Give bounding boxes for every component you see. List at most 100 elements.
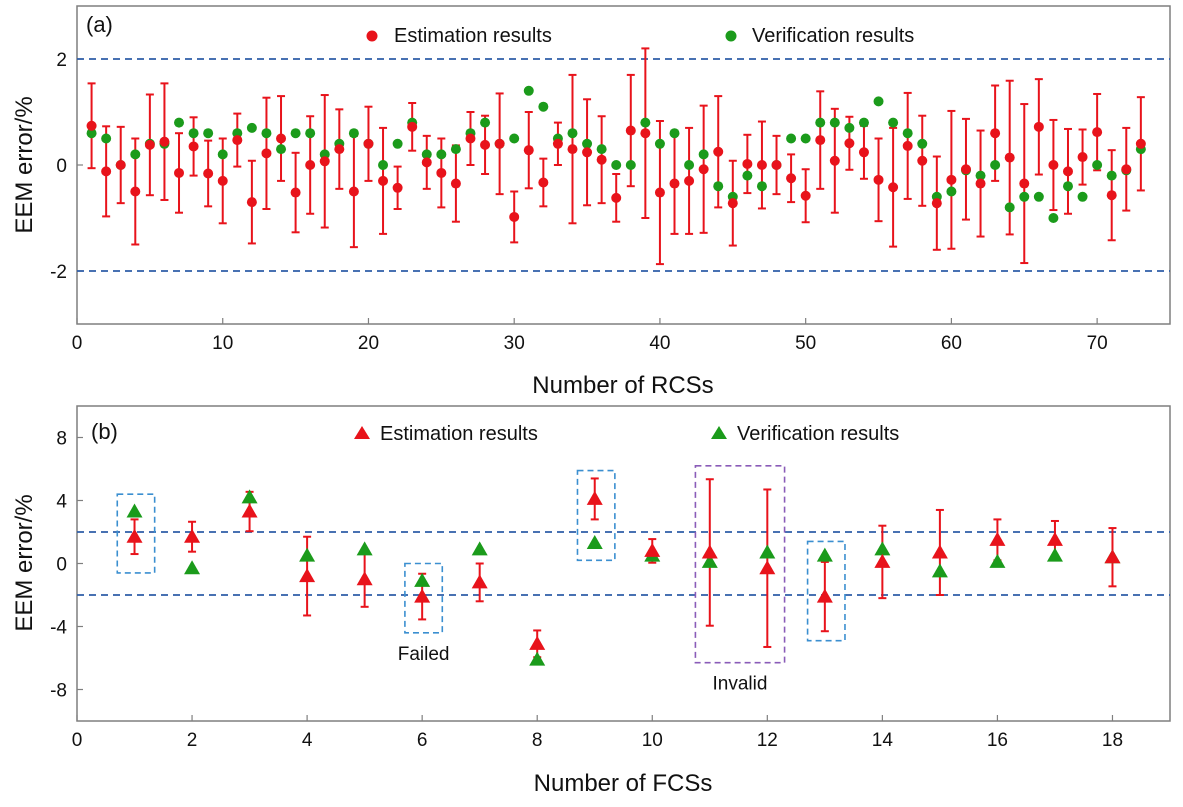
panel-a-verification-point <box>1077 191 1088 202</box>
panel-a-verification-point <box>203 128 214 139</box>
panel-b-x-tick-label: 18 <box>1102 730 1123 751</box>
panel-a-estimation-point <box>931 198 942 209</box>
panel-a-estimation-point <box>144 139 155 150</box>
panel-a-estimation-point <box>421 157 432 168</box>
panel-a-estimation-point <box>1135 138 1146 149</box>
panel-b-estimation-point <box>299 568 316 583</box>
panel-a-verification-point <box>873 96 884 107</box>
panel-a-estimation-point <box>101 166 112 177</box>
panel-b-y-tick-label: -8 <box>50 681 67 702</box>
panel-a-estimation-point <box>334 144 345 155</box>
panel-b-estimation-point <box>471 574 488 589</box>
panel-a-estimation-point <box>975 178 986 189</box>
panel-a-verification-point <box>450 144 461 155</box>
panel-b-legend-verification-marker <box>711 426 727 439</box>
panel-a-verification-point <box>86 128 97 139</box>
panel-a-verification-point <box>101 133 112 144</box>
panel-a-estimation-point <box>246 197 257 208</box>
panel-b-failed-box <box>404 562 444 634</box>
panel-b-verification-point <box>759 544 776 559</box>
panel-a-estimation-point <box>1062 166 1073 177</box>
panel-a-verification-point <box>509 133 520 144</box>
panel-b-x-tick-label: 14 <box>872 730 894 751</box>
panel-a-verification-point <box>188 128 199 139</box>
panel-a-verification-point <box>276 144 287 155</box>
panel-a-label: (a) <box>86 12 113 37</box>
panel-a-thresholds <box>77 58 1170 272</box>
panel-a-verification-point <box>1106 170 1117 181</box>
panel-a-estimation-point <box>829 155 840 166</box>
panel-a-verification-point <box>640 117 651 128</box>
panel-b-verification-point <box>816 547 833 562</box>
panel-b-annotation-boxes: Failed Invalid <box>116 465 846 695</box>
panel-a-estimation-point <box>815 135 826 146</box>
panel-a-verification-point <box>713 181 724 192</box>
panel-a-estimation-point <box>319 156 330 167</box>
panel-a-estimation-point <box>669 178 680 189</box>
panel-b-x-tick-label: 16 <box>987 730 1008 751</box>
panel-a-estimation-point <box>698 164 709 175</box>
panel-a-verification-point <box>902 128 913 139</box>
panel-a-verification-point <box>1004 202 1015 213</box>
panel-b-failed-box <box>116 493 156 574</box>
panel-a-verification-point <box>975 170 986 181</box>
panel-a-estimation-point <box>582 147 593 158</box>
panel-b-label: (b) <box>91 419 118 444</box>
panel-a-estimation-point <box>552 138 563 149</box>
panel-a-verification-point <box>538 101 549 112</box>
panel-b-x-tick-label: 10 <box>642 730 663 751</box>
panel-b-x-tick-label: 6 <box>417 730 428 751</box>
panel-a-verification-point <box>829 117 840 128</box>
panel-a-verification-point <box>888 117 899 128</box>
panel-a-verification-point <box>130 149 141 160</box>
panel-b-verification-point <box>874 541 891 556</box>
panel-a-estimation-point <box>1048 160 1059 170</box>
panel-a-estimation-point <box>888 182 899 193</box>
panel-a-estimation-point <box>858 147 869 158</box>
panel-b-y-tick-label: 8 <box>56 429 67 450</box>
panel-b-verification-point <box>414 572 431 587</box>
panel-a-x-tick-label: 30 <box>504 333 525 354</box>
panel-b-estimation-point <box>701 544 718 559</box>
panel-b-estimation-point <box>989 531 1006 546</box>
panel-b-verification-point <box>126 503 143 518</box>
panel-a-verification-point <box>582 138 593 149</box>
panel-a-verification-point <box>305 128 316 139</box>
panel-b-invalid-label: Invalid <box>713 674 768 695</box>
panel-a-x-tick-label: 70 <box>1087 333 1108 354</box>
panel-b-x-tick-label: 4 <box>302 730 313 751</box>
panel-a-verification-point <box>246 122 257 133</box>
panel-b-legend: Estimation results Verification results <box>354 423 899 445</box>
panel-b-ticks: 0 2 4 6 8 10 12 14 16 18 -8 -4 0 4 8 <box>50 429 1123 752</box>
panel-a-x-tick-label: 50 <box>795 333 816 354</box>
panel-a-verification-point <box>1019 191 1030 202</box>
panel-b-estimation-point <box>759 560 776 575</box>
panel-a-verification-point <box>756 181 767 192</box>
panel-a-estimation-point <box>523 145 534 156</box>
panel-a-verification-point <box>523 85 534 96</box>
panel-a-ticks: 0 10 20 30 40 50 60 70 -2 0 2 <box>50 50 1108 354</box>
panel-b: (b) EEM error/% Number of FCSs Estimatio… <box>11 405 1171 797</box>
panel-a-estimation-point <box>1004 152 1015 163</box>
panel-a-estimation-point <box>917 155 928 166</box>
panel-b-verification-point <box>184 560 201 575</box>
panel-b-verification-series <box>126 489 1121 666</box>
panel-a-errorbars <box>87 47 1145 266</box>
panel-a-x-tick-label: 20 <box>358 333 379 354</box>
panel-b-estimation-point <box>126 528 143 543</box>
panel-b-y-axis-label: EEM error/% <box>11 494 38 631</box>
panel-a-verification-point <box>290 128 301 139</box>
panel-a-estimation-point <box>640 128 651 139</box>
panel-a-legend-estimation-marker <box>366 30 378 42</box>
panel-a-estimation-point <box>232 135 243 146</box>
panel-a-estimation-point <box>1033 121 1044 132</box>
panel-b-plot-frame <box>76 405 1171 722</box>
panel-a-estimation-point <box>480 139 491 150</box>
panel-b-verification-point <box>529 651 546 666</box>
panel-a-verification-point <box>232 128 243 139</box>
panel-a-estimation-point <box>625 125 636 136</box>
panel-a-estimation-point <box>611 192 622 203</box>
panel-a-estimation-point <box>727 198 738 209</box>
panel-a-x-tick-label: 60 <box>941 333 962 354</box>
